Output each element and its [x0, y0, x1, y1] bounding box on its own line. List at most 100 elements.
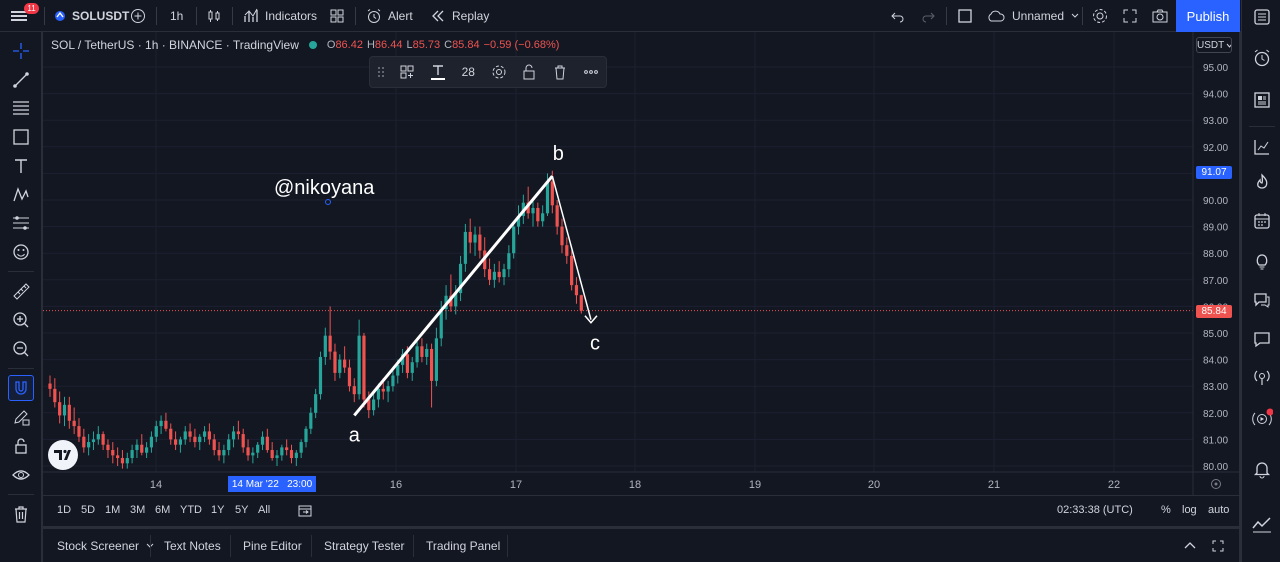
more-button[interactable] [575, 56, 606, 88]
shape-tool[interactable] [8, 124, 34, 150]
zoom-in-tool[interactable] [8, 307, 34, 333]
crosshair-tool[interactable] [8, 38, 34, 64]
layout-button[interactable] [957, 0, 973, 32]
tab-stock-screener[interactable]: Stock Screener [57, 529, 155, 562]
ideas-button[interactable] [1249, 248, 1275, 274]
timeframe-ytd[interactable]: YTD [180, 504, 202, 516]
timeframe-1m[interactable]: 1M [105, 504, 121, 516]
templates-button[interactable] [329, 0, 345, 32]
timeframe-3m[interactable]: 3M [130, 504, 146, 516]
toolbar-drag-handle[interactable] [370, 56, 392, 88]
chats-button[interactable] [1249, 326, 1275, 352]
candle [449, 274, 453, 312]
timeframe-5d[interactable]: 5D [81, 504, 96, 516]
text-anchor-handle[interactable] [325, 199, 331, 205]
log-toggle[interactable]: log [1182, 504, 1197, 516]
icons-tool[interactable] [8, 239, 34, 265]
utc-clock[interactable]: 02:33:38 (UTC) [1057, 504, 1133, 516]
watchlist-button[interactable] [1249, 4, 1275, 30]
settings-button[interactable] [1091, 0, 1109, 32]
alerts-panel-button[interactable] [1249, 45, 1275, 71]
percent-toggle[interactable]: % [1161, 504, 1171, 516]
timeframe-5y[interactable]: 5Y [235, 504, 249, 516]
timeframe-6m[interactable]: 6M [155, 504, 171, 516]
hotlists-button[interactable] [1249, 169, 1275, 195]
publish-button[interactable]: Publish [1176, 0, 1240, 32]
timeframe-all[interactable]: All [258, 504, 271, 516]
layout-name-button[interactable]: Unnamed [986, 0, 1080, 32]
candle [77, 418, 81, 443]
trading-button[interactable] [1249, 511, 1275, 537]
price-axis[interactable]: 95.0094.0093.0092.0091.0090.0089.0088.00… [1203, 63, 1228, 473]
text-color-button[interactable] [422, 56, 453, 88]
drawing-settings-button[interactable] [484, 56, 515, 88]
time-axis[interactable]: 14 16 17 18 19 20 21 22 [150, 479, 1120, 491]
currency-button[interactable]: USDT [1196, 37, 1232, 53]
watermark-text[interactable]: @nikoyana [274, 177, 375, 199]
fib-tool[interactable] [8, 95, 34, 121]
measure-tool[interactable] [8, 278, 34, 304]
interval-button[interactable]: 1h [170, 0, 183, 32]
indicators-button[interactable]: Indicators [243, 0, 317, 32]
data-window-button[interactable] [1249, 134, 1275, 160]
pattern-tool[interactable] [8, 182, 34, 208]
goto-date-button[interactable] [297, 503, 313, 522]
streams-button[interactable] [1249, 287, 1275, 313]
collapse-panel-button[interactable] [1183, 529, 1197, 562]
auto-toggle[interactable]: auto [1208, 504, 1230, 516]
price-chart[interactable]: a b c 95.0094.0093.0092.0091.0090.0089.008… [43, 32, 1239, 495]
wave-point-c[interactable]: c [590, 333, 600, 355]
template-button[interactable] [392, 56, 423, 88]
chart-type-button[interactable] [206, 0, 222, 32]
notifications-bell-button[interactable] [1249, 456, 1275, 482]
news-button[interactable] [1249, 87, 1275, 113]
lock-drawings-tool[interactable] [8, 433, 34, 459]
timeframe-1y[interactable]: 1Y [211, 504, 225, 516]
tab-trading-panel[interactable]: Trading Panel [426, 529, 500, 562]
wave-point-a[interactable]: a [349, 424, 361, 446]
replay-button[interactable]: Replay [430, 0, 489, 32]
tab-text-notes[interactable]: Text Notes [164, 529, 221, 562]
undo-button[interactable] [890, 0, 906, 32]
snapshot-button[interactable] [1151, 0, 1169, 32]
wave-leg-ab[interactable] [353, 175, 554, 417]
candle [48, 375, 52, 397]
wave-drawing[interactable]: a b c [349, 143, 600, 446]
tab-strategy-tester[interactable]: Strategy Tester [324, 529, 404, 562]
drawing-mode-tool[interactable] [8, 404, 34, 430]
calendar-button[interactable] [1249, 208, 1275, 234]
fullscreen-button[interactable] [1122, 0, 1138, 32]
hamburger-icon [11, 11, 27, 21]
remove-drawings-tool[interactable] [8, 501, 34, 527]
time-tick-label: 19 [749, 479, 761, 491]
candle [125, 452, 129, 469]
trendline-tool[interactable] [8, 67, 34, 93]
alert-button[interactable]: Alert [366, 0, 413, 32]
zoom-out-tool[interactable] [8, 336, 34, 362]
maximize-panel-button[interactable] [1211, 529, 1225, 562]
hide-drawings-tool[interactable] [8, 462, 34, 488]
timeframe-1d[interactable]: 1D [57, 504, 72, 516]
menu-button[interactable] [8, 0, 30, 32]
wave-point-b[interactable]: b [553, 143, 564, 165]
tab-pine-editor[interactable]: Pine Editor [243, 529, 302, 562]
text-tool[interactable] [8, 153, 34, 179]
prediction-tool[interactable] [8, 210, 34, 236]
magnet-tool[interactable] [8, 375, 34, 401]
symbol-search-button[interactable]: SOLUSDT [54, 0, 129, 32]
font-size-button[interactable]: 28 [453, 56, 484, 88]
chart-pane[interactable]: a b c 95.0094.0093.0092.0091.0090.0089.008… [43, 32, 1239, 495]
arrow-head-icon [584, 315, 598, 324]
open-value: 86.42 [335, 39, 363, 51]
lock-drawing-button[interactable] [514, 56, 545, 88]
price-tick-label: 90.00 [1203, 196, 1228, 207]
wave-leg-bc[interactable] [551, 175, 592, 320]
notifications-button[interactable] [1249, 364, 1275, 390]
live-button[interactable] [1249, 406, 1275, 432]
axis-settings-icon[interactable] [1211, 479, 1221, 489]
candle [217, 442, 221, 461]
redo-button[interactable] [920, 0, 936, 32]
compare-button[interactable] [130, 0, 146, 32]
delete-drawing-button[interactable] [545, 56, 576, 88]
candle [96, 426, 100, 445]
